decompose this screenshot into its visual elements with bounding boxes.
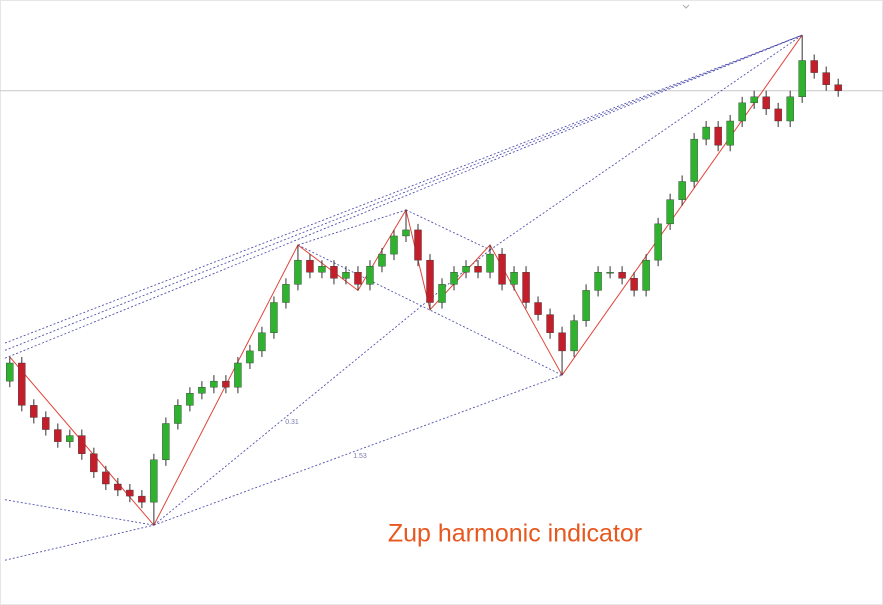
candle-body bbox=[282, 284, 290, 303]
candle-body bbox=[834, 84, 842, 91]
candle-body bbox=[78, 435, 86, 454]
candle-body bbox=[342, 272, 350, 279]
candle-body bbox=[198, 387, 206, 394]
candle-body bbox=[114, 483, 122, 491]
projection-line bbox=[4, 34, 803, 359]
candle-body bbox=[54, 429, 62, 442]
candle-body bbox=[606, 272, 614, 274]
candle-body bbox=[234, 362, 242, 388]
ratio-label: 0.31 bbox=[285, 419, 299, 426]
candle-body bbox=[798, 60, 806, 97]
candle-body bbox=[522, 272, 530, 303]
projection-line bbox=[4, 524, 154, 561]
candle-body bbox=[306, 259, 314, 273]
candle-body bbox=[786, 96, 794, 122]
candle-body bbox=[378, 253, 386, 267]
candle-body bbox=[666, 199, 674, 225]
candle-body bbox=[582, 290, 590, 321]
candle-body bbox=[330, 266, 338, 279]
candle-body bbox=[246, 350, 254, 364]
candle-body bbox=[366, 266, 374, 285]
candle-body bbox=[6, 362, 14, 382]
candle-body bbox=[510, 272, 518, 285]
candle-body bbox=[714, 126, 722, 146]
candle-body bbox=[570, 320, 578, 352]
candle-body bbox=[150, 459, 158, 503]
candle-body bbox=[630, 278, 638, 291]
chart-title: Zup harmonic indicator bbox=[388, 520, 642, 548]
candle-body bbox=[138, 495, 146, 503]
candle-body bbox=[258, 332, 266, 352]
projection-line bbox=[405, 209, 491, 251]
candle-body bbox=[702, 126, 710, 140]
candle-body bbox=[738, 102, 746, 122]
candle-body bbox=[318, 266, 326, 273]
projection-line bbox=[297, 209, 407, 246]
candle-body bbox=[126, 489, 134, 497]
candle-body bbox=[390, 235, 398, 255]
candle-body bbox=[90, 453, 98, 473]
candle-body bbox=[498, 253, 506, 285]
candle-body bbox=[810, 60, 818, 73]
candle-body bbox=[654, 223, 662, 261]
projection-line bbox=[4, 34, 803, 351]
candle-body bbox=[762, 96, 770, 110]
candle-body bbox=[42, 417, 50, 430]
candle-body bbox=[426, 259, 434, 303]
candle-body bbox=[66, 435, 74, 442]
projection-line bbox=[4, 34, 803, 344]
candle-body bbox=[618, 272, 626, 279]
projection-line bbox=[153, 249, 491, 526]
candle-body bbox=[222, 380, 230, 388]
candle-body bbox=[534, 302, 542, 315]
candle-body bbox=[162, 423, 170, 460]
candle-body bbox=[186, 393, 194, 406]
candle-body bbox=[750, 96, 758, 104]
scroll-indicator bbox=[682, 4, 690, 9]
projection-line bbox=[4, 499, 154, 526]
projection-line bbox=[297, 244, 563, 376]
candle-body bbox=[294, 259, 302, 285]
candle-body bbox=[18, 362, 26, 406]
candle-body bbox=[690, 138, 698, 182]
candle-body bbox=[474, 266, 482, 273]
candle-body bbox=[678, 181, 686, 200]
candle-body bbox=[546, 314, 554, 333]
candle-body bbox=[774, 108, 782, 122]
candle-body bbox=[210, 380, 218, 388]
candle-body bbox=[354, 272, 362, 285]
candle-body bbox=[414, 229, 422, 261]
projection-line bbox=[153, 374, 563, 526]
candle-body bbox=[174, 405, 182, 424]
candle-body bbox=[594, 272, 602, 291]
candle-body bbox=[102, 471, 110, 485]
projection-line bbox=[489, 34, 803, 251]
candles-layer bbox=[6, 35, 842, 526]
candle-body bbox=[450, 272, 458, 285]
candle-body bbox=[642, 259, 650, 291]
candle-body bbox=[822, 72, 830, 85]
candle-body bbox=[30, 405, 38, 418]
candle-body bbox=[462, 266, 470, 273]
candle-body bbox=[558, 332, 566, 352]
candle-body bbox=[486, 253, 494, 273]
ratio-label: 1.53 bbox=[353, 453, 367, 460]
candle-body bbox=[726, 120, 734, 146]
candle-body bbox=[438, 284, 446, 303]
candle-body bbox=[402, 229, 410, 237]
candle-body bbox=[270, 302, 278, 333]
